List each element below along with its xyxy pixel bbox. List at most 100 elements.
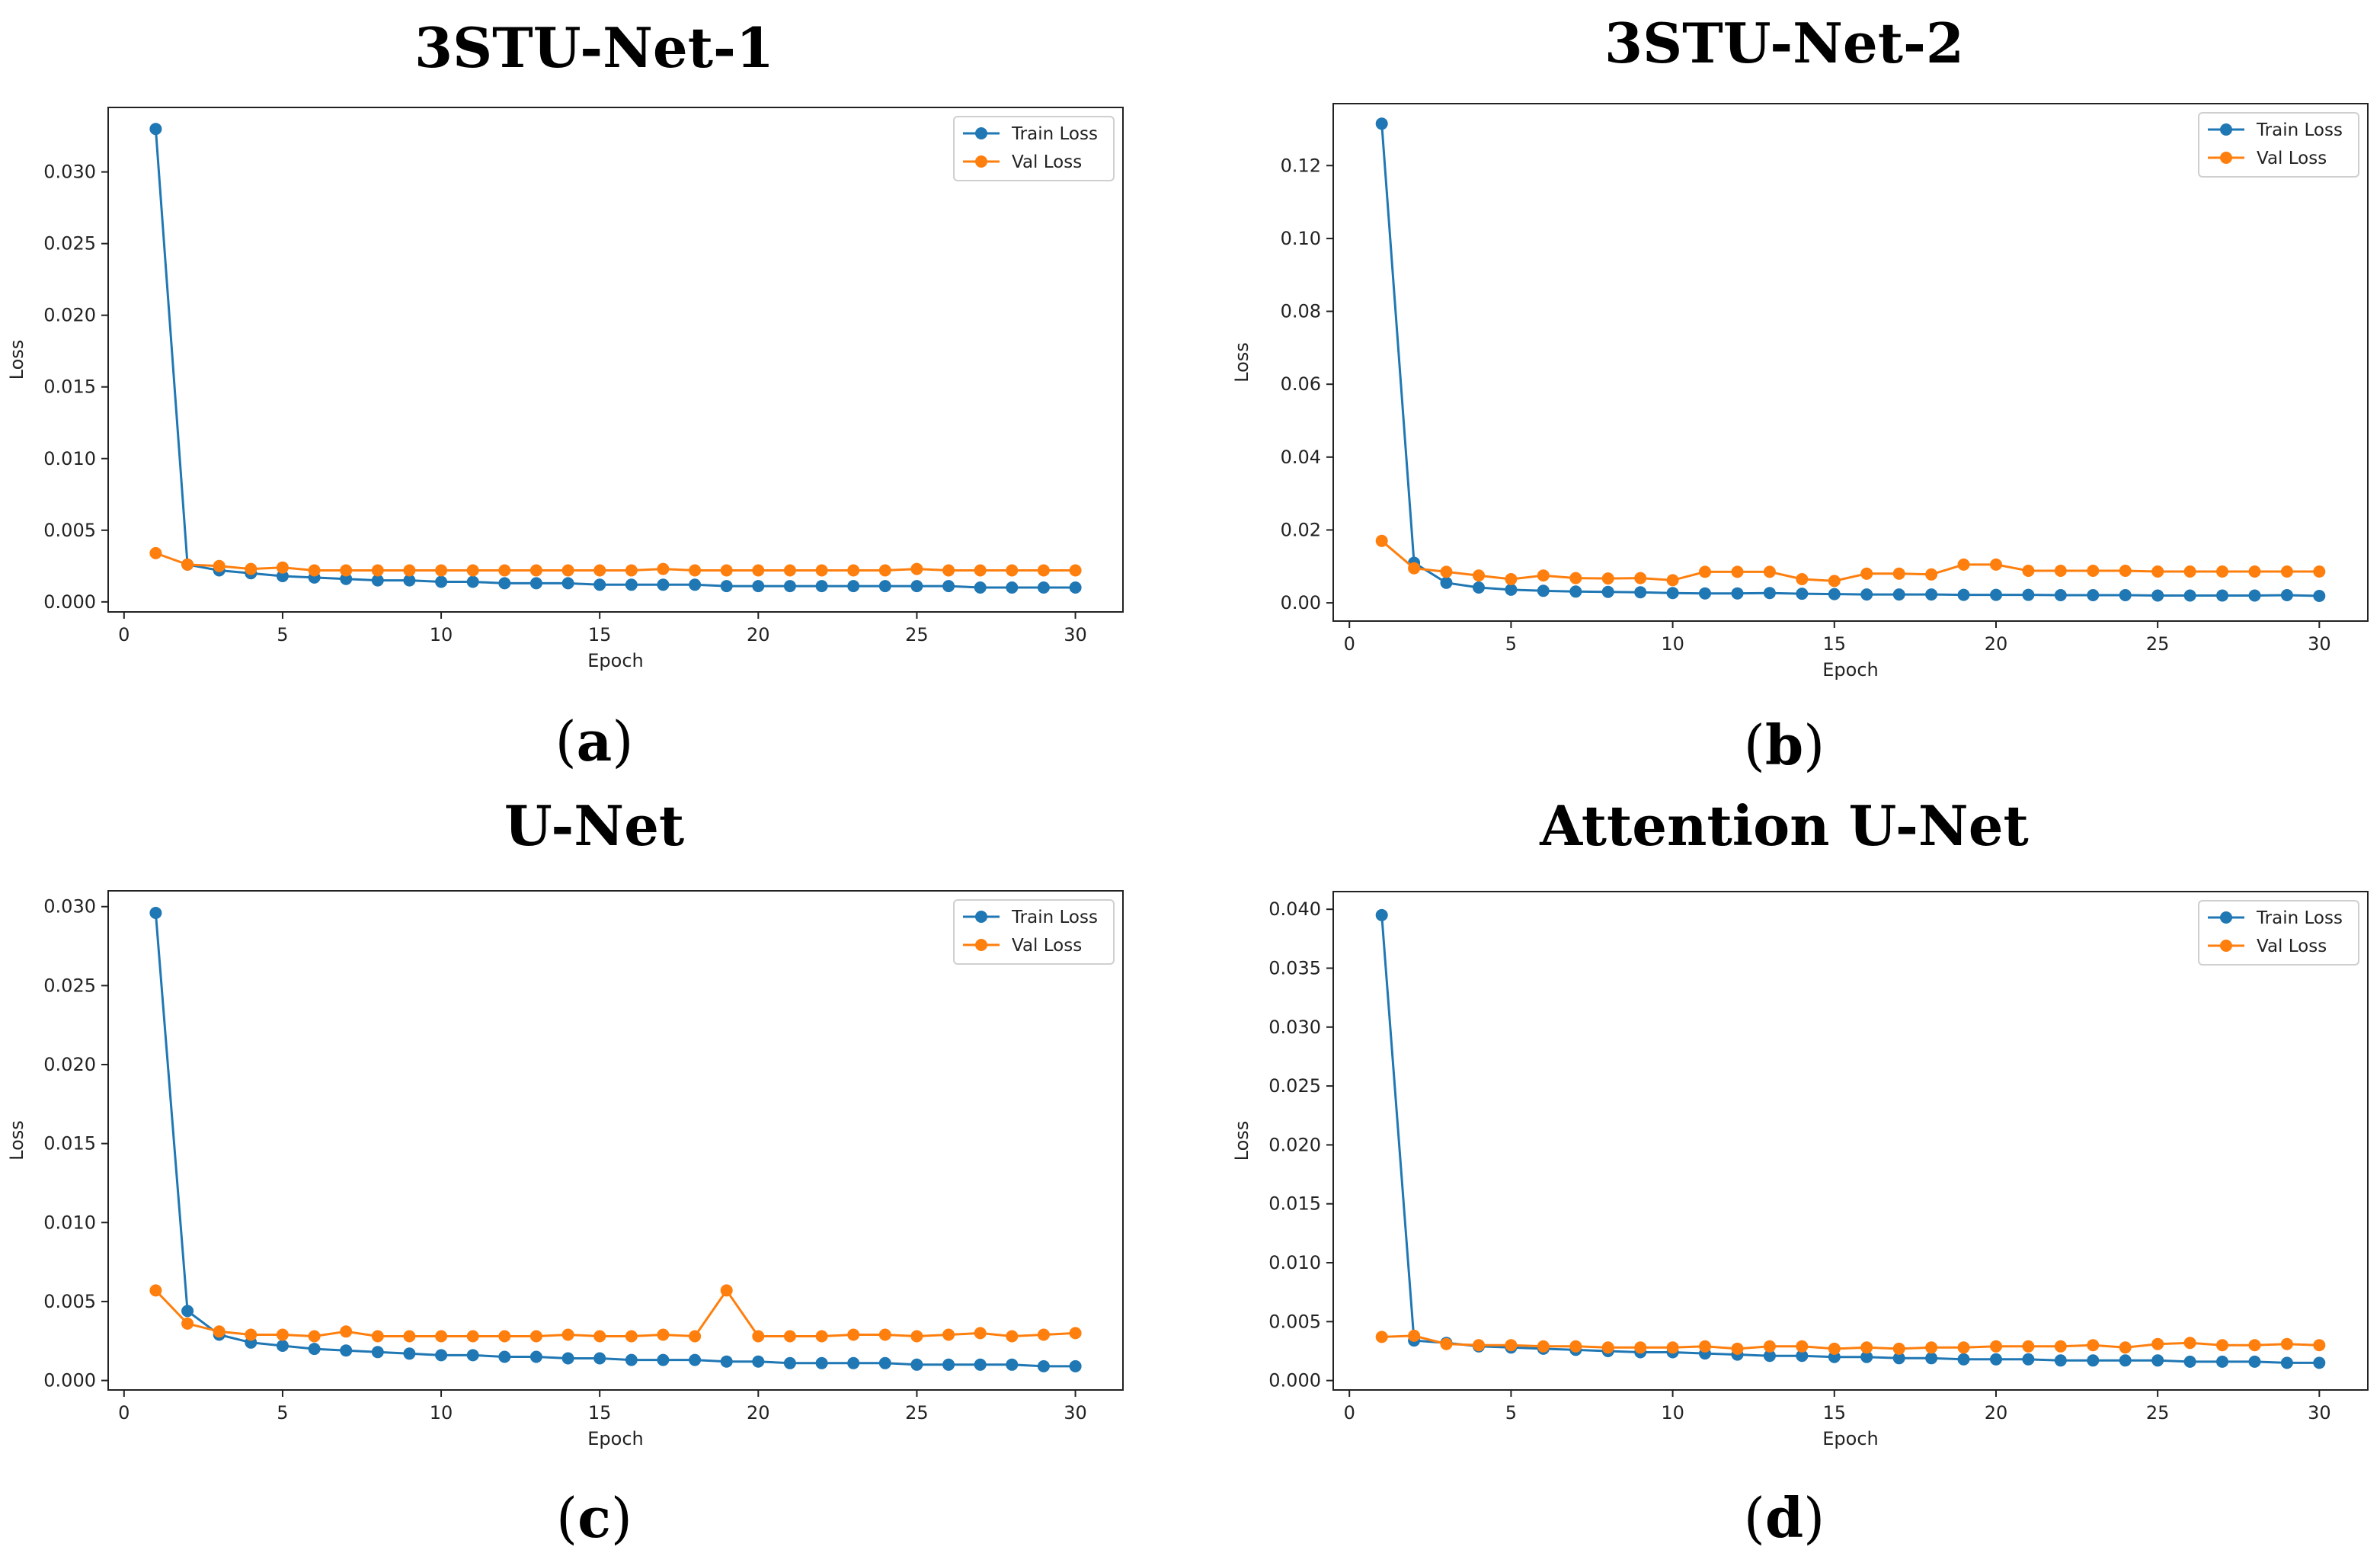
train-loss-point [2313, 1356, 2326, 1369]
x-tick-label: 10 [430, 1402, 453, 1423]
val-loss-point [1990, 558, 2002, 571]
train-loss-point [1860, 1350, 1873, 1363]
val-loss-point [308, 1330, 321, 1343]
train-loss-point [2087, 589, 2100, 601]
val-loss-point [561, 1328, 574, 1341]
chart-title: U-Net [504, 793, 685, 858]
val-loss-point [1473, 569, 1485, 582]
loss-chart-attention-u-net: 0 5 10 15 20 25 30 0.000 0.005 0.010 0.015 0.020 0.0… [1231, 891, 2369, 1449]
loss-chart-3stu-net-2: 0 5 10 15 20 25 30 0.00 0.02 0.04 0.06 0.08 0.10 0.12… [1231, 103, 2369, 681]
val-loss-point [625, 564, 638, 577]
train-loss-point [815, 580, 828, 593]
val-loss-point [1763, 565, 1776, 578]
y-tick-label: 0.020 [43, 1054, 96, 1075]
val-loss-point [625, 1330, 638, 1343]
val-loss-point [2183, 565, 2196, 578]
val-loss-point [1069, 564, 1082, 577]
x-tick-label: 5 [277, 624, 288, 645]
train-loss-point [752, 1355, 765, 1368]
val-loss-point [2054, 565, 2067, 577]
val-loss-point [783, 564, 796, 577]
y-tick-label: 0.015 [43, 1133, 96, 1154]
x-tick-label: 25 [905, 1402, 929, 1423]
val-loss-point [1860, 567, 1873, 580]
train-loss-point [2054, 589, 2067, 601]
val-loss-point [2022, 1340, 2035, 1353]
val-loss-point [1037, 564, 1050, 577]
train-loss-point [498, 1350, 511, 1363]
panel-letter: a [576, 709, 613, 773]
x-tick-label: 20 [1985, 633, 2008, 655]
val-loss-point [2280, 565, 2293, 578]
train-loss-point [689, 578, 702, 591]
chart-title: 3STU-Net-1 [414, 15, 774, 80]
val-loss-point [435, 1330, 448, 1343]
train-loss-point [847, 1356, 860, 1369]
val-loss-point [1408, 1329, 1421, 1342]
train-loss-point [1990, 588, 2002, 601]
val-loss-point [2248, 1339, 2261, 1352]
val-loss-point [529, 1330, 542, 1343]
y-tick-label: 0.020 [1268, 1134, 1321, 1155]
train-loss-line [1380, 123, 2320, 597]
x-axis-label: Epoch [1822, 1428, 1879, 1449]
val-loss-point [1473, 1339, 1485, 1352]
train-loss-point [1828, 588, 1841, 600]
val-loss-point [1408, 562, 1421, 575]
val-loss-point [498, 564, 511, 577]
val-loss-point [1666, 1341, 1679, 1354]
val-loss-point [878, 1328, 891, 1341]
val-loss-point [2087, 565, 2100, 577]
train-loss-point [149, 907, 162, 919]
chart-title: Attention U-Net [1540, 793, 2029, 858]
val-loss-point [1634, 1341, 1647, 1354]
val-loss-point [1440, 1337, 1453, 1350]
y-tick-label: 0.025 [1268, 1075, 1321, 1097]
train-loss-point [1763, 1350, 1776, 1363]
train-loss-point [593, 578, 606, 591]
y-tick-label: 0.010 [43, 448, 96, 469]
val-loss-legend-marker [2220, 940, 2232, 952]
val-loss-point [213, 1325, 226, 1338]
x-tick-label: 10 [430, 624, 453, 645]
train-loss-point [1957, 588, 1970, 601]
train-loss-point [689, 1353, 702, 1366]
train-loss-point [340, 1344, 353, 1357]
train-loss-point [878, 580, 891, 593]
val-loss-point [752, 1330, 765, 1343]
val-loss-point [1537, 1340, 1550, 1353]
train-loss-point [2216, 1355, 2228, 1368]
y-axis-label: Loss [6, 1120, 27, 1161]
val-loss-point [1375, 534, 1388, 547]
legend-entry: Val Loss [2257, 149, 2327, 168]
val-loss-point [1763, 1340, 1776, 1353]
val-loss-point [276, 561, 289, 574]
x-tick-label: 0 [1344, 1402, 1355, 1423]
y-tick-label: 0.025 [43, 233, 96, 255]
val-loss-point [276, 1328, 289, 1341]
train-loss-point [371, 1346, 384, 1359]
train-loss-point [1537, 584, 1550, 597]
train-loss-point [466, 1349, 479, 1362]
val-loss-point [974, 1327, 987, 1340]
train-loss-point [308, 1343, 321, 1356]
y-tick-label: 0.000 [43, 1370, 96, 1391]
val-loss-legend-marker [2220, 152, 2232, 164]
train-loss-point [1699, 587, 1711, 600]
train-loss-point [942, 580, 955, 593]
train-loss-point [403, 574, 416, 587]
val-loss-point [1957, 558, 1970, 571]
train-loss-line [154, 129, 1076, 589]
panel-a: 3STU-Net-1 0 5 10 15 20 25 30 0.000 0.005 0.010 0.… [0, 0, 1188, 783]
train-loss-point [529, 1350, 542, 1363]
train-loss-point [1731, 587, 1744, 600]
x-tick-label: 20 [747, 1402, 770, 1423]
train-loss-line [1380, 914, 2320, 1364]
train-loss-point [625, 1353, 638, 1366]
train-loss-point [276, 1340, 289, 1352]
x-tick-label: 10 [1661, 1402, 1684, 1423]
train-loss-point [720, 580, 733, 593]
plot-frame [1332, 891, 2369, 1391]
val-loss-point [181, 1317, 194, 1330]
y-tick-label: 0.020 [43, 305, 96, 326]
